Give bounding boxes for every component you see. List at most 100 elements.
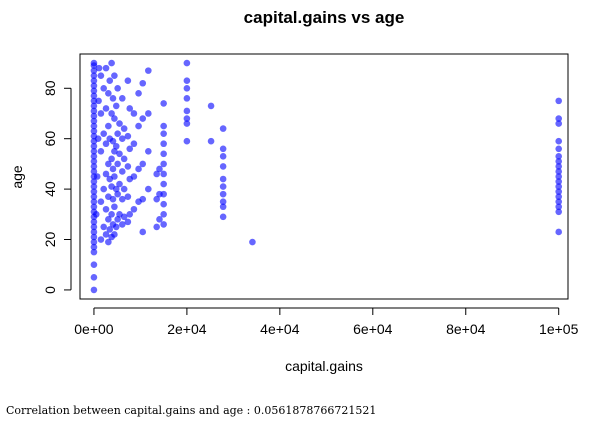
- data-point: [102, 170, 110, 178]
- y-tick-label: 0: [42, 286, 58, 294]
- data-point: [116, 120, 123, 127]
- data-point: [100, 223, 108, 231]
- data-point: [90, 59, 98, 67]
- data-point: [90, 286, 98, 294]
- data-point: [156, 165, 163, 173]
- data-point: [105, 122, 112, 130]
- data-point: [160, 170, 167, 178]
- data-point: [90, 147, 98, 155]
- data-point: [555, 188, 563, 195]
- data-point: [106, 77, 114, 85]
- data-point: [130, 205, 138, 213]
- data-point: [90, 122, 98, 130]
- data-point: [219, 213, 227, 221]
- data-point: [160, 130, 167, 137]
- data-point: [111, 173, 118, 180]
- data-point: [124, 77, 132, 85]
- data-point: [219, 163, 227, 170]
- data-point: [114, 216, 121, 223]
- data-point: [555, 198, 563, 206]
- data-point: [102, 205, 110, 213]
- data-point: [116, 180, 123, 188]
- x-tick-label: 8e+04: [446, 321, 486, 337]
- data-point: [183, 84, 191, 92]
- data-point: [100, 185, 108, 193]
- data-point: [118, 95, 126, 102]
- data-point: [219, 153, 227, 160]
- data-point: [114, 84, 121, 92]
- data-point: [124, 132, 132, 140]
- data-point: [124, 218, 132, 226]
- data-point: [90, 127, 98, 135]
- data-point: [555, 208, 563, 216]
- data-point: [124, 193, 132, 200]
- y-tick-label: 40: [42, 181, 58, 197]
- data-point: [90, 261, 98, 269]
- data-point: [102, 140, 110, 148]
- data-point: [124, 163, 132, 170]
- data-point: [105, 216, 112, 223]
- x-axis-label: capital.gains: [285, 358, 363, 374]
- correlation-caption: Correlation between capital.gains and ag…: [6, 404, 377, 417]
- x-axis: 0e+00 2e+04 4e+04 6e+04 8e+04 1e+05: [74, 307, 579, 337]
- x-tick-label: 4e+04: [260, 321, 300, 337]
- data-point: [118, 135, 126, 142]
- data-point: [112, 223, 120, 231]
- data-point: [555, 183, 563, 190]
- y-tick-label: 60: [42, 131, 58, 147]
- data-point: [105, 160, 112, 168]
- data-point: [183, 59, 191, 67]
- data-point: [120, 125, 128, 132]
- data-point: [555, 97, 563, 105]
- data-point: [114, 160, 121, 168]
- data-point: [249, 238, 256, 246]
- data-point: [90, 178, 98, 185]
- data-point: [156, 216, 163, 223]
- data-point: [108, 110, 115, 117]
- data-point: [139, 115, 147, 122]
- data-point: [94, 135, 102, 142]
- data-point: [160, 160, 167, 168]
- data-point: [90, 193, 98, 200]
- data-point: [90, 92, 98, 100]
- data-point: [555, 115, 563, 122]
- points-layer: [90, 59, 563, 294]
- data-point: [111, 203, 118, 211]
- data-point: [555, 120, 563, 127]
- data-point: [90, 82, 98, 90]
- data-point: [153, 195, 160, 203]
- x-tick-label: 1e+05: [539, 321, 579, 337]
- data-point: [555, 173, 563, 180]
- data-point: [109, 195, 117, 203]
- data-point: [219, 183, 227, 190]
- data-point: [105, 90, 112, 97]
- data-point: [160, 200, 167, 208]
- data-point: [219, 198, 227, 206]
- y-axis-label: age: [9, 165, 25, 189]
- data-point: [95, 64, 103, 72]
- data-point: [111, 231, 118, 238]
- x-tick-label: 6e+04: [353, 321, 393, 337]
- data-point: [145, 147, 152, 155]
- data-point: [90, 274, 98, 281]
- data-point: [102, 105, 110, 112]
- data-point: [97, 147, 105, 155]
- data-point: [555, 178, 563, 185]
- data-point: [160, 180, 167, 188]
- data-point: [90, 87, 98, 95]
- data-point: [555, 153, 563, 160]
- data-point: [108, 59, 115, 67]
- data-point: [109, 137, 117, 145]
- data-point: [97, 110, 105, 117]
- data-point: [111, 115, 118, 122]
- data-point: [90, 163, 98, 170]
- data-point: [555, 145, 563, 153]
- data-point: [120, 185, 128, 193]
- data-point: [111, 72, 118, 79]
- data-point: [135, 90, 142, 97]
- x-tick-label: 0e+00: [74, 321, 114, 337]
- data-point: [90, 168, 98, 175]
- data-point: [219, 125, 227, 132]
- data-point: [139, 160, 147, 168]
- data-point: [126, 105, 134, 112]
